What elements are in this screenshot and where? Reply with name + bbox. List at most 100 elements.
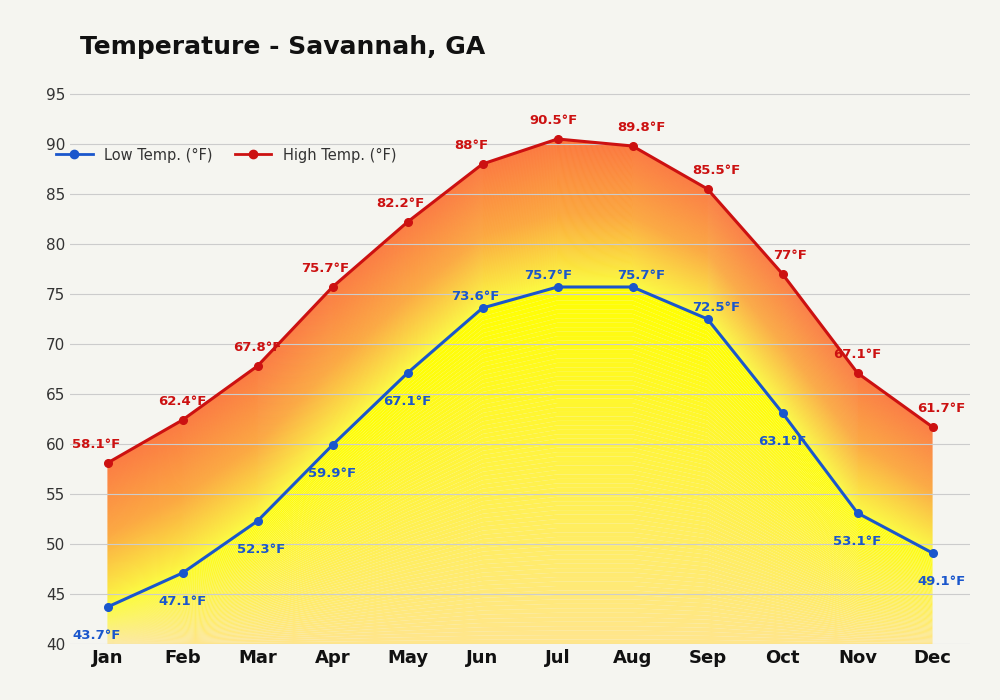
Text: 88°F: 88°F (454, 139, 488, 152)
Polygon shape (108, 208, 932, 531)
Polygon shape (108, 564, 932, 636)
Polygon shape (108, 169, 932, 494)
Polygon shape (108, 273, 932, 594)
Polygon shape (108, 164, 932, 487)
Polygon shape (108, 199, 932, 522)
Polygon shape (108, 158, 932, 482)
Polygon shape (108, 236, 932, 558)
Polygon shape (108, 143, 932, 467)
Polygon shape (108, 262, 932, 583)
Polygon shape (108, 204, 932, 527)
Polygon shape (108, 612, 932, 641)
Polygon shape (108, 267, 932, 588)
Text: 73.6°F: 73.6°F (451, 290, 499, 303)
Polygon shape (108, 229, 932, 551)
Polygon shape (108, 296, 932, 608)
Polygon shape (108, 470, 932, 626)
Polygon shape (108, 236, 932, 558)
Polygon shape (108, 242, 932, 564)
Polygon shape (108, 622, 932, 642)
Polygon shape (108, 231, 932, 553)
Polygon shape (108, 225, 932, 547)
Polygon shape (108, 195, 932, 517)
Polygon shape (108, 152, 932, 476)
Polygon shape (108, 209, 932, 531)
Polygon shape (108, 158, 932, 482)
Polygon shape (108, 213, 932, 536)
Polygon shape (108, 206, 932, 529)
Polygon shape (108, 198, 932, 521)
Polygon shape (108, 264, 932, 585)
Polygon shape (108, 261, 932, 582)
Polygon shape (108, 248, 932, 570)
Polygon shape (108, 188, 932, 511)
Polygon shape (108, 178, 932, 501)
Polygon shape (108, 175, 932, 498)
Polygon shape (108, 259, 932, 580)
Polygon shape (108, 224, 932, 546)
Polygon shape (108, 363, 932, 615)
Polygon shape (108, 206, 932, 528)
Polygon shape (108, 263, 932, 584)
Polygon shape (108, 354, 932, 615)
Polygon shape (108, 559, 932, 636)
Polygon shape (108, 261, 932, 582)
Polygon shape (108, 183, 932, 505)
Polygon shape (108, 159, 932, 483)
Polygon shape (108, 381, 932, 617)
Polygon shape (108, 167, 932, 491)
Polygon shape (108, 188, 932, 512)
Polygon shape (108, 524, 932, 632)
Polygon shape (108, 222, 932, 544)
Polygon shape (108, 220, 932, 542)
Polygon shape (108, 251, 932, 573)
Polygon shape (108, 327, 932, 612)
Polygon shape (108, 318, 932, 610)
Polygon shape (108, 246, 932, 568)
Polygon shape (108, 233, 932, 554)
Text: Temperature - Savannah, GA: Temperature - Savannah, GA (80, 35, 485, 59)
Polygon shape (108, 199, 932, 522)
Polygon shape (108, 174, 932, 498)
Polygon shape (108, 140, 932, 464)
Polygon shape (108, 416, 932, 621)
Polygon shape (108, 187, 932, 510)
Polygon shape (108, 207, 932, 530)
Polygon shape (108, 247, 932, 568)
Polygon shape (108, 254, 932, 575)
Polygon shape (108, 595, 932, 639)
Text: 52.3°F: 52.3°F (237, 543, 285, 556)
Polygon shape (108, 258, 932, 579)
Polygon shape (108, 492, 932, 629)
Polygon shape (108, 223, 932, 545)
Text: 72.5°F: 72.5°F (692, 301, 741, 314)
Polygon shape (108, 202, 932, 524)
Polygon shape (108, 160, 932, 484)
Polygon shape (108, 228, 932, 550)
Polygon shape (108, 626, 932, 643)
Polygon shape (108, 146, 932, 470)
Polygon shape (108, 253, 932, 575)
Polygon shape (108, 244, 932, 566)
Polygon shape (108, 205, 932, 528)
Polygon shape (108, 212, 932, 535)
Polygon shape (108, 228, 932, 550)
Polygon shape (108, 214, 932, 537)
Polygon shape (108, 255, 932, 576)
Polygon shape (108, 172, 932, 495)
Polygon shape (108, 204, 932, 526)
Polygon shape (108, 377, 932, 617)
Polygon shape (108, 284, 932, 605)
Polygon shape (108, 165, 932, 489)
Polygon shape (108, 345, 932, 613)
Polygon shape (108, 143, 932, 468)
Polygon shape (108, 267, 932, 588)
Polygon shape (108, 148, 932, 472)
Polygon shape (108, 151, 932, 475)
Polygon shape (108, 216, 932, 538)
Polygon shape (108, 488, 932, 629)
Text: 61.7°F: 61.7°F (917, 402, 966, 415)
Polygon shape (108, 202, 932, 525)
Polygon shape (108, 533, 932, 633)
Polygon shape (108, 554, 932, 635)
